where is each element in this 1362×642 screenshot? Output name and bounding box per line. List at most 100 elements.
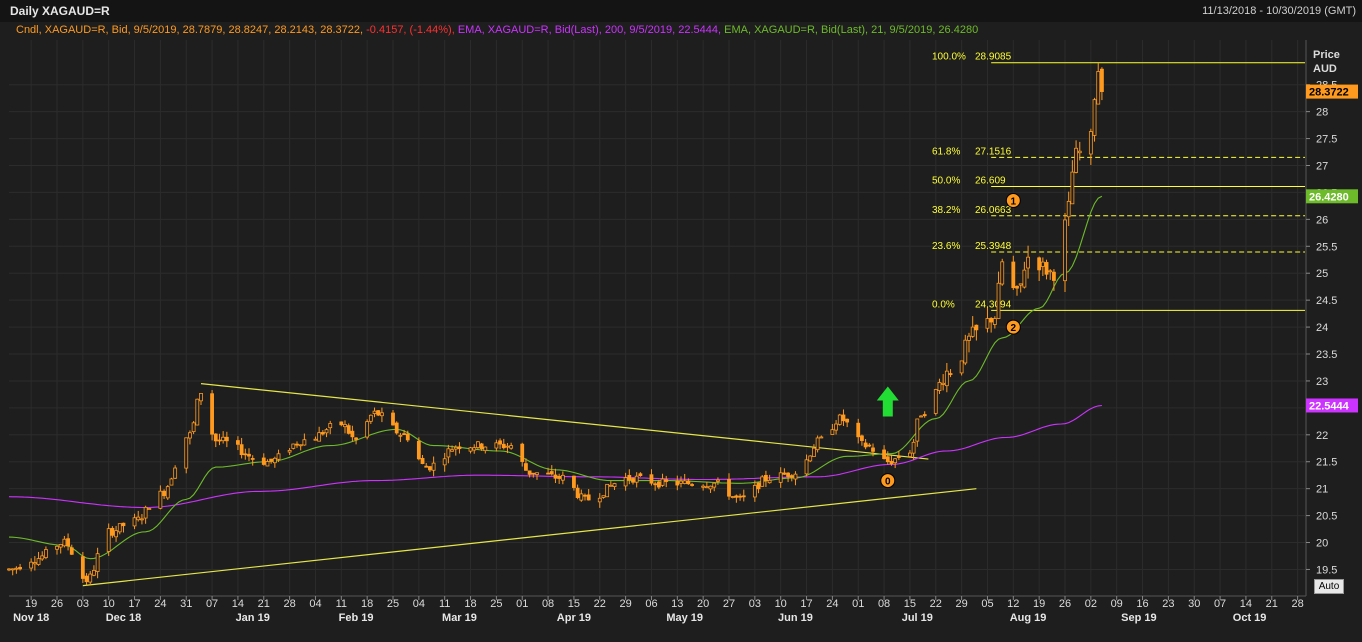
candle[interactable]: [276, 449, 281, 463]
candle[interactable]: [1088, 128, 1093, 165]
candle[interactable]: [210, 389, 214, 441]
candle[interactable]: [121, 522, 126, 533]
time-axis[interactable]: 19 26 03 10 17 24 31 07 14 21 28 04 11 18 25 04 11 18 25 01…: [13, 596, 1304, 624]
candle[interactable]: [712, 482, 717, 492]
candle[interactable]: [272, 456, 277, 468]
candle[interactable]: [169, 477, 174, 486]
candle[interactable]: [649, 469, 654, 486]
candle[interactable]: [354, 437, 358, 445]
candle[interactable]: [1074, 140, 1078, 174]
candle[interactable]: [173, 465, 178, 480]
candle[interactable]: [132, 513, 137, 530]
candle[interactable]: [730, 496, 735, 499]
candle[interactable]: [140, 514, 144, 525]
candle[interactable]: [1100, 67, 1104, 101]
candle[interactable]: [36, 551, 41, 566]
candle[interactable]: [479, 442, 484, 451]
candle[interactable]: [583, 493, 587, 501]
candle[interactable]: [793, 471, 798, 486]
candle[interactable]: [428, 466, 432, 473]
candle[interactable]: [405, 430, 410, 443]
candle[interactable]: [1077, 141, 1082, 161]
candle[interactable]: [317, 426, 322, 442]
candle[interactable]: [420, 455, 425, 465]
candle[interactable]: [915, 418, 920, 447]
candle[interactable]: [863, 439, 868, 450]
candle[interactable]: [1040, 257, 1045, 276]
candle[interactable]: [764, 470, 768, 487]
candle[interactable]: [704, 481, 709, 489]
candle[interactable]: [944, 362, 949, 393]
candle[interactable]: [701, 484, 706, 491]
candle[interactable]: [14, 566, 19, 574]
candle[interactable]: [391, 409, 395, 426]
candle[interactable]: [549, 465, 554, 476]
candle[interactable]: [557, 473, 562, 484]
candle[interactable]: [919, 415, 923, 418]
candle[interactable]: [442, 452, 447, 472]
candle[interactable]: [782, 468, 787, 475]
candle[interactable]: [627, 469, 632, 485]
candle[interactable]: [368, 414, 373, 425]
candle[interactable]: [675, 475, 680, 491]
trendline[interactable]: [82, 488, 977, 587]
candle[interactable]: [195, 398, 200, 426]
candle[interactable]: [908, 450, 912, 458]
candle[interactable]: [236, 436, 240, 451]
candle[interactable]: [394, 421, 399, 435]
candle[interactable]: [1000, 258, 1005, 286]
candle[interactable]: [453, 445, 458, 456]
candle[interactable]: [948, 369, 953, 378]
candle[interactable]: [885, 451, 890, 465]
candle[interactable]: [88, 570, 93, 586]
candle[interactable]: [974, 324, 979, 341]
candle[interactable]: [531, 472, 536, 478]
wave-label-0[interactable]: 0: [880, 473, 896, 489]
candle[interactable]: [922, 411, 927, 418]
candle[interactable]: [815, 435, 820, 453]
candle[interactable]: [734, 494, 739, 503]
candle[interactable]: [631, 477, 635, 485]
candle[interactable]: [431, 456, 436, 477]
candle[interactable]: [882, 445, 886, 460]
candle[interactable]: [605, 483, 610, 498]
candle[interactable]: [789, 474, 794, 482]
candle[interactable]: [44, 546, 48, 560]
candle[interactable]: [612, 482, 617, 490]
wave-label-1[interactable]: 1: [1005, 193, 1021, 209]
candle[interactable]: [143, 505, 148, 524]
candle[interactable]: [58, 543, 63, 554]
candle[interactable]: [114, 525, 118, 542]
candle[interactable]: [320, 430, 325, 436]
wave-label-2[interactable]: 2: [1005, 319, 1021, 335]
candle[interactable]: [494, 439, 499, 452]
candle[interactable]: [741, 489, 746, 502]
candle[interactable]: [261, 453, 266, 466]
candle[interactable]: [80, 551, 85, 583]
candle[interactable]: [933, 388, 938, 416]
candle[interactable]: [40, 551, 45, 561]
candle[interactable]: [1052, 269, 1056, 291]
price-axis[interactable]: Price AUD 19.52020.52121.52222.52323.524…: [1306, 49, 1340, 576]
candle[interactable]: [7, 568, 11, 572]
candle[interactable]: [247, 448, 251, 462]
candle[interactable]: [520, 442, 525, 467]
candle[interactable]: [213, 433, 218, 448]
candle[interactable]: [996, 271, 1001, 319]
candle[interactable]: [350, 425, 355, 442]
candle[interactable]: [199, 393, 203, 405]
candle[interactable]: [1037, 256, 1042, 281]
candle[interactable]: [1070, 160, 1075, 205]
candle[interactable]: [217, 433, 222, 446]
candle[interactable]: [860, 434, 864, 446]
candle[interactable]: [224, 431, 229, 448]
candle[interactable]: [856, 418, 861, 444]
candle[interactable]: [372, 407, 377, 418]
candle[interactable]: [191, 420, 196, 435]
candle[interactable]: [1063, 213, 1067, 292]
candle[interactable]: [679, 476, 683, 488]
candle[interactable]: [501, 438, 506, 450]
candle[interactable]: [450, 445, 454, 452]
candle[interactable]: [476, 441, 480, 450]
